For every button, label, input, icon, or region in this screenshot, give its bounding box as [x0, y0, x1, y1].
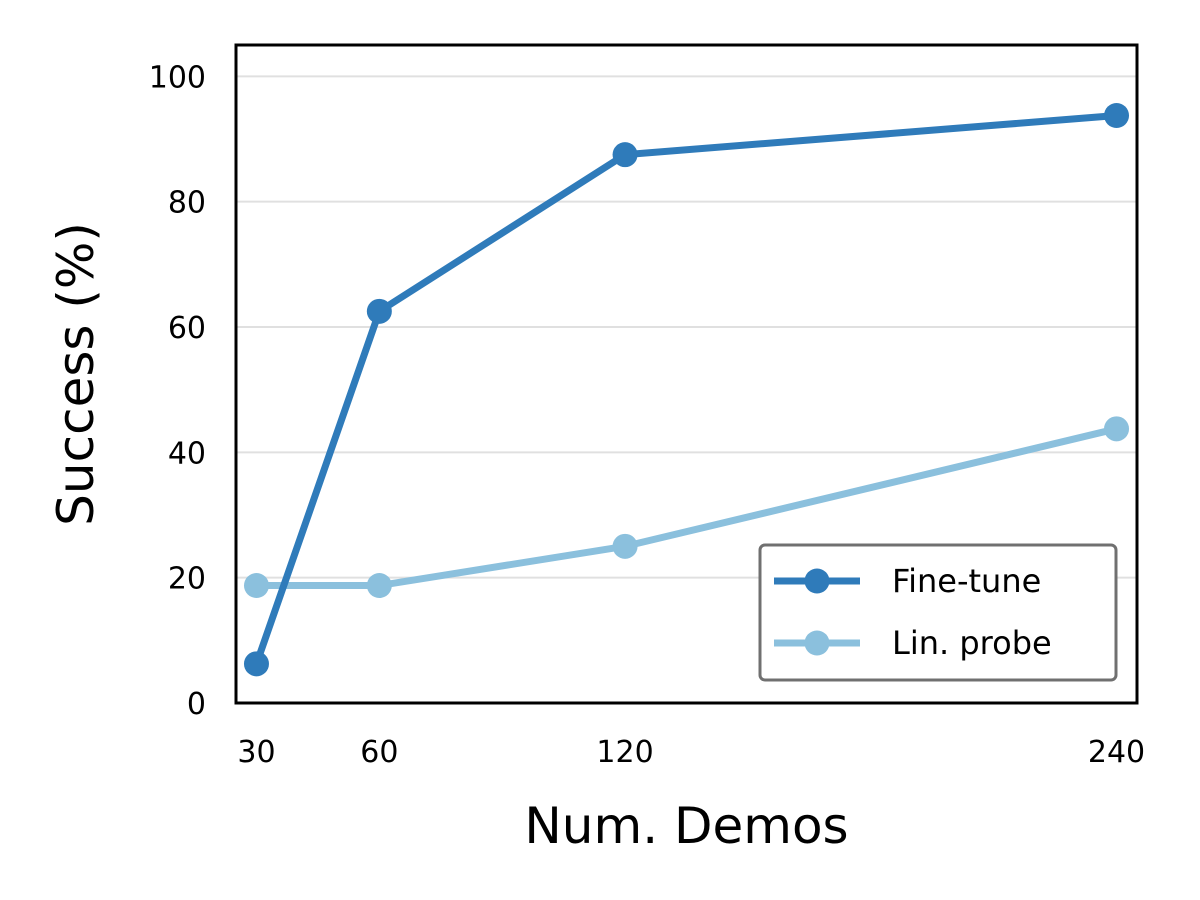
- legend-swatch-marker: [804, 630, 830, 656]
- y-tick-label: 40: [168, 436, 206, 471]
- data-point: [1104, 103, 1130, 128]
- series-line: [252, 112, 1121, 668]
- data-point: [366, 298, 392, 324]
- x-tick-label: 60: [360, 735, 398, 770]
- legend-label: Lin. probe: [892, 624, 1052, 662]
- y-tick-label: 60: [168, 311, 206, 346]
- series-layer: [243, 103, 1130, 677]
- y-tick-label: 100: [149, 60, 206, 95]
- y-tick-label: 80: [168, 186, 206, 221]
- x-tick-label: 30: [237, 735, 275, 770]
- data-point: [243, 573, 269, 598]
- legend-swatch-marker: [804, 568, 830, 594]
- data-point: [612, 142, 638, 168]
- y-tick-label: 20: [168, 562, 206, 597]
- data-point: [1104, 416, 1130, 442]
- legend-entries: Fine-tune Lin. probe: [774, 562, 1052, 662]
- y-tick-label: 0: [187, 687, 206, 722]
- x-tick-label: 240: [1088, 735, 1145, 770]
- y-axis-title: Success (%): [47, 222, 105, 526]
- data-point: [612, 533, 638, 559]
- series-line: [252, 425, 1121, 589]
- legend-entry: Fine-tune: [774, 562, 1041, 600]
- series-fine-tune: [243, 103, 1130, 677]
- data-point: [366, 573, 392, 598]
- legend-label: Fine-tune: [892, 562, 1041, 600]
- legend: Fine-tune Lin. probe: [758, 543, 1118, 682]
- x-tick-label: 120: [596, 735, 653, 770]
- data-point: [243, 651, 269, 677]
- x-axis-title: Num. Demos: [524, 797, 848, 855]
- x-tick-labels: 30 60 120 240: [237, 735, 1145, 770]
- y-tick-labels: 0 20 40 60 80 100: [149, 60, 206, 722]
- legend-entry: Lin. probe: [774, 624, 1052, 662]
- series-lin-probe: [243, 416, 1130, 598]
- plot-frame: [234, 43, 1139, 705]
